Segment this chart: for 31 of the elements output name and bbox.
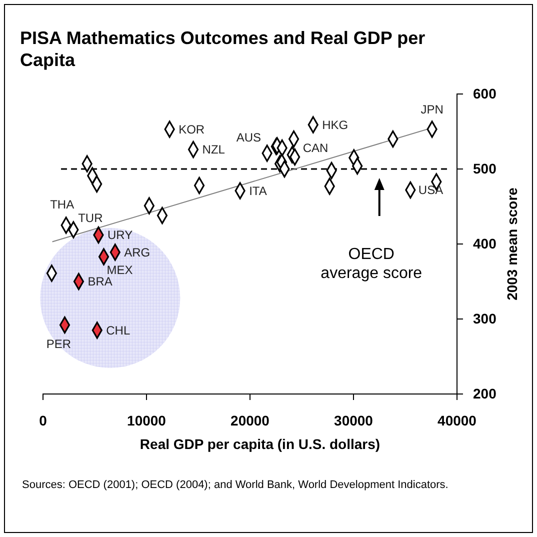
source-note: Sources: OECD (2001); OECD (2004); and World Bank, World Development Indicators. — [22, 479, 448, 491]
x-tick-label: 10000 — [127, 412, 166, 428]
y-tick-label: 600 — [473, 85, 497, 102]
annotation: BRA — [88, 274, 112, 289]
annotation: CHL — [106, 323, 130, 338]
x-tick-label: 30000 — [334, 412, 374, 428]
x-tick-label: 20000 — [230, 412, 270, 428]
y-axis-title: 2003 mean score — [504, 187, 520, 300]
annotation: OECD average score — [320, 246, 422, 282]
annotation: HKG — [322, 118, 348, 132]
annotation: CAN — [302, 141, 328, 156]
annotation: USA — [418, 183, 444, 198]
y-tick-label: 300 — [473, 310, 497, 326]
y-tick-label: 200 — [473, 385, 497, 402]
annotation: NZL — [202, 142, 226, 157]
annotation: MEX — [106, 262, 133, 277]
annotation: THA — [50, 197, 74, 212]
chart-title: PISA Mathematics Outcomes and Real GDP per Capita — [20, 28, 426, 70]
annotation: URY — [107, 228, 133, 242]
x-tick-label: 0 — [39, 412, 48, 428]
annotation: ITA — [249, 184, 267, 198]
annotation: TUR — [78, 210, 104, 225]
annotation: AUS — [236, 130, 262, 144]
annotation: JPN — [420, 102, 444, 116]
y-tick-label: 500 — [473, 160, 497, 176]
x-axis-title: Real GDP per capita (in U.S. dollars) — [140, 436, 380, 452]
annotation: ARG — [124, 245, 150, 260]
annotation: PER — [46, 337, 72, 352]
x-tick-label: 40000 — [438, 412, 477, 428]
annotation: KOR — [178, 122, 205, 136]
y-tick-label: 400 — [473, 235, 497, 252]
